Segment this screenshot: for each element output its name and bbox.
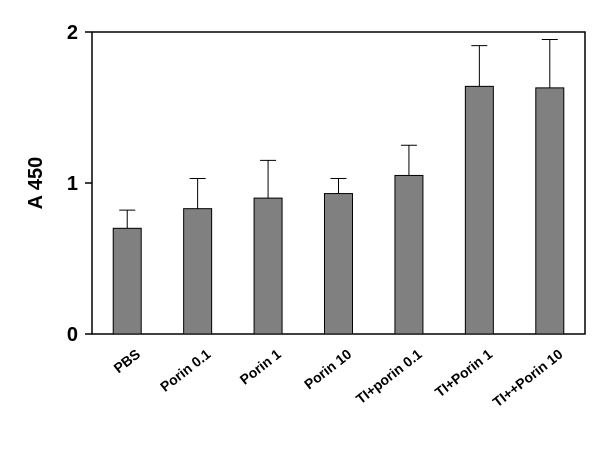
x-category-label: Porin 1 bbox=[237, 346, 284, 388]
bar bbox=[535, 87, 565, 335]
bar bbox=[253, 197, 283, 335]
bar bbox=[112, 227, 142, 335]
x-category-label: TI++Porin 10 bbox=[490, 346, 566, 410]
bar bbox=[464, 85, 494, 335]
x-category-label: Porin 0.1 bbox=[157, 346, 214, 395]
bar bbox=[183, 208, 213, 335]
y-tick-label: 1 bbox=[67, 173, 78, 195]
y-tick-label: 2 bbox=[67, 22, 78, 44]
y-axis-ticks: 0 1 2 bbox=[67, 22, 92, 346]
x-category-label: TI+porin 0.1 bbox=[353, 346, 425, 407]
x-category-label: Porin 10 bbox=[301, 346, 355, 393]
bars-layer bbox=[112, 85, 565, 335]
y-tick-label: 0 bbox=[67, 324, 78, 346]
bar bbox=[324, 193, 353, 335]
y-axis-title: A 450 bbox=[25, 157, 47, 210]
error-bars-layer bbox=[119, 39, 558, 229]
bar bbox=[394, 174, 424, 335]
x-category-label: TI+Porin 1 bbox=[432, 346, 496, 401]
x-category-label: PBS bbox=[111, 346, 144, 376]
